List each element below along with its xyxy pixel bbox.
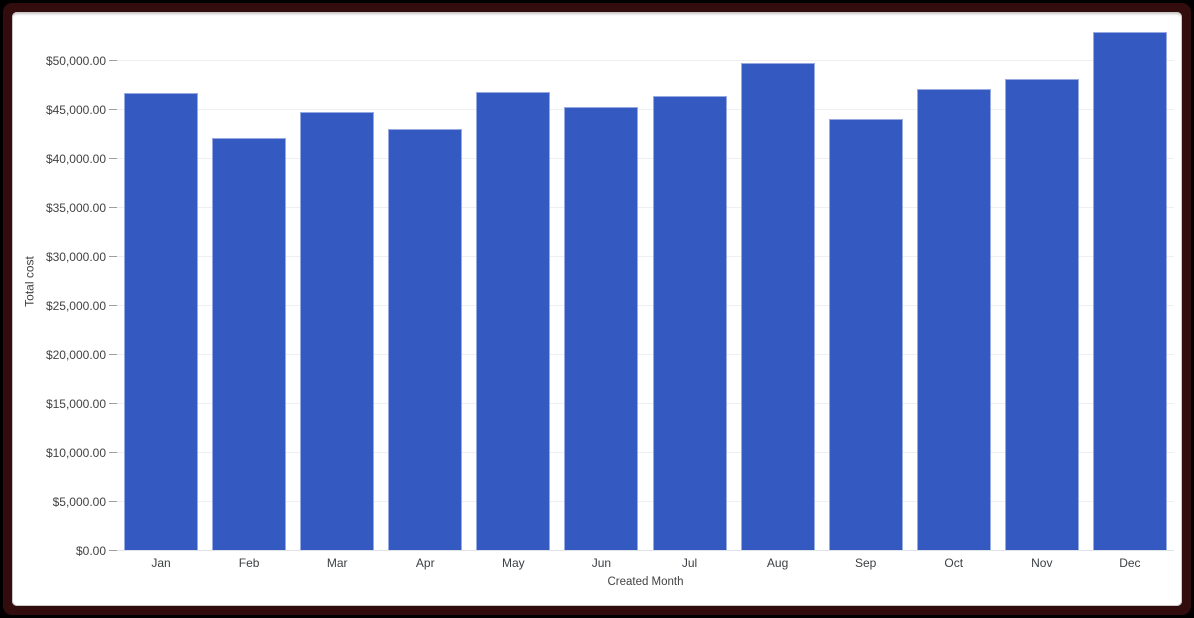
x-tick-label-nov: Nov — [998, 555, 1086, 571]
y-tick-mark — [109, 207, 117, 208]
x-axis-tick-labels: JanFebMarAprMayJunJulAugSepOctNovDec — [117, 555, 1174, 571]
bar-band-jan — [117, 12, 205, 551]
bar-band-oct — [910, 12, 998, 551]
bar-mar[interactable] — [300, 112, 374, 551]
y-tick-mark — [109, 305, 117, 306]
x-tick-label-jul: Jul — [645, 555, 733, 571]
bar-band-sep — [822, 12, 910, 551]
y-tick-label: $30,000.00 — [46, 250, 106, 264]
bar-band-nov — [998, 12, 1086, 551]
bar-chart: Total cost $0.00$5,000.00$10,000.00$15,0… — [12, 12, 1182, 606]
screenshot-page: Total cost $0.00$5,000.00$10,000.00$15,0… — [0, 0, 1194, 618]
bar-feb[interactable] — [212, 138, 286, 551]
y-tick-mark — [109, 403, 117, 404]
x-tick-label-feb: Feb — [205, 555, 293, 571]
x-tick-label-jan: Jan — [117, 555, 205, 571]
y-tick-label: $15,000.00 — [46, 397, 106, 411]
y-axis-tick-labels: $0.00$5,000.00$10,000.00$15,000.00$20,00… — [12, 12, 108, 551]
x-tick-label-oct: Oct — [910, 555, 998, 571]
y-tick-label: $45,000.00 — [46, 103, 106, 117]
y-tick-label: $10,000.00 — [46, 446, 106, 460]
bar-oct[interactable] — [917, 89, 991, 551]
bar-series — [117, 12, 1174, 551]
bar-jan[interactable] — [124, 93, 198, 551]
plot-area — [117, 12, 1174, 551]
x-axis-line — [117, 550, 1174, 551]
bar-band-mar — [293, 12, 381, 551]
bar-band-may — [469, 12, 557, 551]
bar-band-dec — [1086, 12, 1174, 551]
bar-nov[interactable] — [1005, 79, 1079, 551]
bar-band-jul — [645, 12, 733, 551]
y-tick-label: $5,000.00 — [53, 495, 106, 509]
y-tick-mark — [109, 452, 117, 453]
y-tick-label: $25,000.00 — [46, 299, 106, 313]
x-tick-label-apr: Apr — [381, 555, 469, 571]
y-tick-label: $50,000.00 — [46, 54, 106, 68]
bar-band-feb — [205, 12, 293, 551]
y-tick-mark — [109, 550, 117, 551]
x-axis-title: Created Month — [117, 575, 1174, 590]
bar-aug[interactable] — [741, 63, 815, 551]
bar-apr[interactable] — [388, 129, 462, 551]
y-tick-label: $35,000.00 — [46, 201, 106, 215]
x-tick-label-may: May — [469, 555, 557, 571]
x-tick-label-aug: Aug — [734, 555, 822, 571]
y-tick-mark — [109, 501, 117, 502]
bar-dec[interactable] — [1093, 32, 1167, 551]
x-tick-label-sep: Sep — [822, 555, 910, 571]
bar-band-aug — [734, 12, 822, 551]
y-tick-mark — [109, 158, 117, 159]
bar-jul[interactable] — [653, 96, 727, 551]
bar-band-jun — [557, 12, 645, 551]
y-tick-mark — [109, 109, 117, 110]
x-tick-label-jun: Jun — [557, 555, 645, 571]
bar-jun[interactable] — [564, 107, 638, 551]
y-tick-mark — [109, 60, 117, 61]
window-border: Total cost $0.00$5,000.00$10,000.00$15,0… — [3, 3, 1191, 615]
bar-may[interactable] — [476, 92, 550, 551]
x-tick-label-dec: Dec — [1086, 555, 1174, 571]
bar-sep[interactable] — [829, 119, 903, 551]
x-tick-label-mar: Mar — [293, 555, 381, 571]
y-tick-mark — [109, 256, 117, 257]
y-tick-label: $0.00 — [76, 544, 106, 558]
bar-band-apr — [381, 12, 469, 551]
y-tick-label: $40,000.00 — [46, 152, 106, 166]
y-tick-mark — [109, 354, 117, 355]
y-tick-label: $20,000.00 — [46, 348, 106, 362]
